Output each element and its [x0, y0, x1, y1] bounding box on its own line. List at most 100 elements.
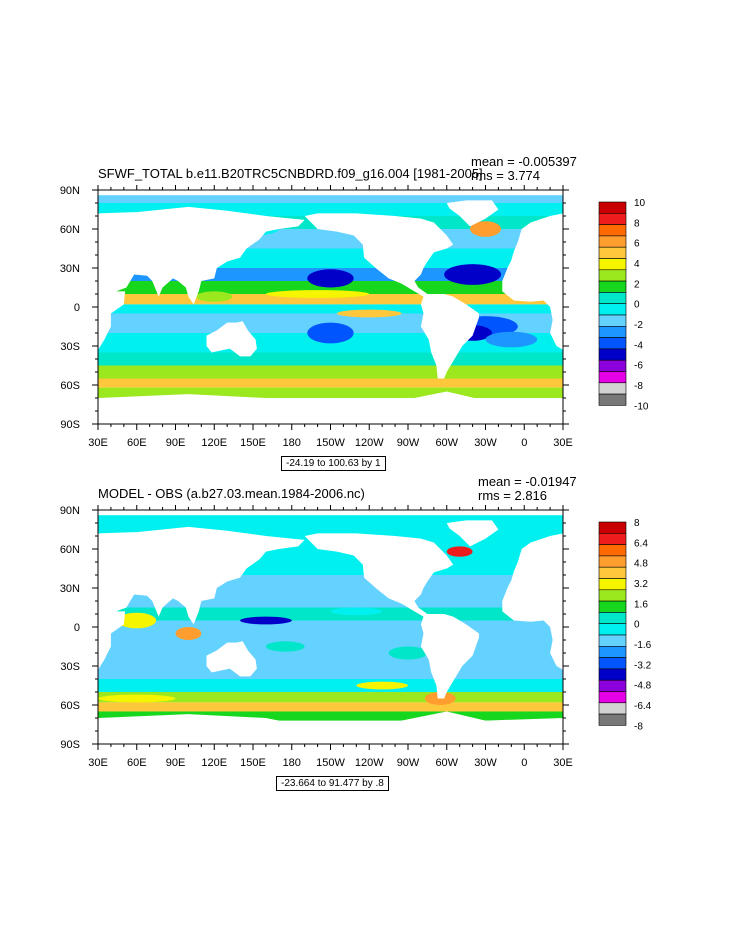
- chart-panel-sfwf-total: SFWF_TOTAL b.e11.B20TRC5CNBDRD.f09_g16.0…: [0, 150, 733, 480]
- land-mask: [98, 190, 563, 196]
- colorbar-swatch: [598, 359, 627, 372]
- x-tick-label: 30W: [474, 757, 497, 769]
- colorbar-swatch: [598, 348, 627, 361]
- y-tick-label: 60S: [60, 380, 80, 392]
- field-band: [98, 281, 563, 294]
- land-mask: [98, 206, 305, 350]
- colorbar-label: 8: [634, 218, 640, 229]
- field-anomaly: [330, 607, 383, 616]
- colorbar-label: -6.4: [634, 701, 652, 712]
- y-tick-label: 30S: [60, 341, 80, 353]
- colorbar-label: 10: [634, 198, 646, 209]
- field-band: [98, 679, 563, 692]
- colorbar-label: -2: [634, 320, 643, 331]
- field-anomaly: [444, 264, 502, 285]
- colorbar-label: -6: [634, 361, 643, 372]
- x-tick-label: 90E: [166, 757, 186, 769]
- y-tick-label: 90S: [60, 419, 80, 431]
- colorbar-label: 8: [634, 518, 640, 529]
- colorbar-swatch: [598, 258, 627, 271]
- field-band: [98, 304, 563, 314]
- colorbar-swatch: [598, 532, 627, 545]
- x-tick-label: 150E: [240, 757, 266, 769]
- colorbar-swatch: [598, 713, 627, 726]
- colorbar-swatch: [598, 280, 627, 293]
- land-mask: [98, 391, 563, 424]
- x-tick-label: 90W: [397, 757, 420, 769]
- field-layer: [98, 190, 563, 424]
- field-anomaly: [265, 629, 370, 638]
- field-anomaly: [307, 269, 354, 288]
- colorbar-swatch: [598, 269, 627, 282]
- colorbar-swatch: [598, 578, 627, 591]
- y-tick-label: 0: [74, 302, 80, 314]
- colorbar-label: -1.6: [634, 640, 652, 651]
- field-band: [98, 387, 563, 398]
- mean-label: mean = -0.01947: [478, 474, 577, 489]
- field-anomaly: [485, 331, 538, 348]
- x-tick-label: 0: [521, 757, 527, 769]
- field-anomaly: [265, 641, 305, 652]
- x-tick-label: 120E: [201, 757, 227, 769]
- y-tick-label: 30N: [60, 263, 80, 275]
- colorbar-swatch: [598, 555, 627, 568]
- field-layer: [98, 510, 563, 744]
- y-tick-label: 90N: [60, 505, 80, 517]
- colorbar-label: 2: [634, 279, 640, 290]
- x-tick-label: 30W: [474, 437, 497, 449]
- colorbar-label: -10: [634, 401, 649, 412]
- map-plot: 30E 60E 90E 120E 150E 180 150W 120W 90W 60W 30W 0 30…: [60, 505, 652, 769]
- contour-range-label: -24.19 to 100.63 by 1: [281, 456, 386, 471]
- colorbar-swatch: [598, 326, 627, 338]
- land-mask: [206, 321, 257, 357]
- x-tick-label: 60E: [127, 757, 147, 769]
- y-tick-label: 0: [74, 622, 80, 634]
- field-anomaly: [446, 546, 473, 557]
- field-band: [98, 352, 563, 366]
- x-tick-label: 30E: [88, 757, 108, 769]
- colorbar: 10 8 6 4 2 0 -2 -4 -6 -8 -10: [598, 198, 649, 412]
- colorbar-swatch: [598, 382, 627, 395]
- colorbar-label: 4: [634, 259, 640, 270]
- colorbar-swatch: [598, 337, 627, 350]
- field-band: [98, 294, 563, 305]
- y-tick-label: 60N: [60, 544, 80, 556]
- colorbar-swatch: [598, 292, 627, 304]
- colorbar-label: 4.8: [634, 559, 648, 570]
- colorbar-swatch: [598, 668, 627, 681]
- map-plot: 30E 60E 90E 120E 150E 180 150W 120W 90W 60W 30W 0 30…: [60, 185, 649, 449]
- rms-label: rms = 2.816: [478, 488, 548, 503]
- land-mask: [502, 213, 563, 350]
- field-anomaly: [98, 694, 176, 703]
- land-mask: [98, 510, 563, 516]
- colorbar-label: -4: [634, 340, 643, 351]
- land-mask: [304, 533, 480, 699]
- field-anomaly: [175, 627, 202, 640]
- x-tick-label: 90E: [166, 437, 186, 449]
- x-tick-label: 150W: [316, 437, 345, 449]
- colorbar-label: -3.2: [634, 660, 652, 671]
- colorbar-label: 3.2: [634, 579, 648, 590]
- chart-panel-model-minus-obs: MODEL - OBS (a.b27.03.mean.1984-2006.nc)…: [0, 470, 733, 800]
- colorbar-swatch: [598, 201, 627, 214]
- land-mask: [304, 213, 480, 379]
- colorbar-swatch: [598, 600, 627, 613]
- land-mask: [98, 526, 305, 670]
- colorbar-label: 1.6: [634, 599, 648, 610]
- chart-title: SFWF_TOTAL b.e11.B20TRC5CNBDRD.f09_g16.0…: [98, 166, 483, 181]
- x-tick-label: 120W: [355, 437, 384, 449]
- land-mask: [446, 520, 499, 547]
- field-band: [98, 702, 563, 712]
- colorbar-swatch: [598, 544, 627, 557]
- y-tick-label: 90S: [60, 739, 80, 751]
- x-tick-label: 0: [521, 437, 527, 449]
- colorbar-label: 0: [634, 620, 640, 631]
- field-anomaly: [336, 309, 402, 318]
- x-tick-label: 30E: [88, 437, 108, 449]
- colorbar-swatch: [598, 314, 627, 327]
- x-tick-label: 180: [283, 437, 301, 449]
- x-tick-label: 120W: [355, 757, 384, 769]
- field-band: [98, 711, 563, 721]
- colorbar-swatch: [598, 589, 627, 602]
- field-band: [98, 646, 563, 679]
